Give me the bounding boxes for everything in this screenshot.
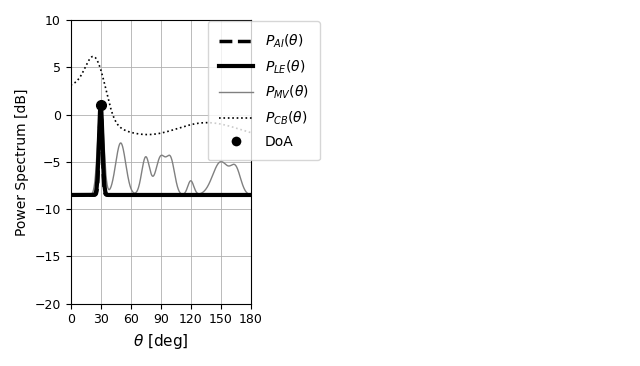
Y-axis label: Power Spectrum [dB]: Power Spectrum [dB] — [15, 88, 29, 236]
X-axis label: $\theta$ [deg]: $\theta$ [deg] — [133, 332, 189, 351]
Legend: $P_{AI}(\theta)$, $P_{LE}(\theta)$, $P_{MV}(\theta)$, $P_{CB}(\theta)$, DoA: $P_{AI}(\theta)$, $P_{LE}(\theta)$, $P_{… — [207, 21, 319, 160]
